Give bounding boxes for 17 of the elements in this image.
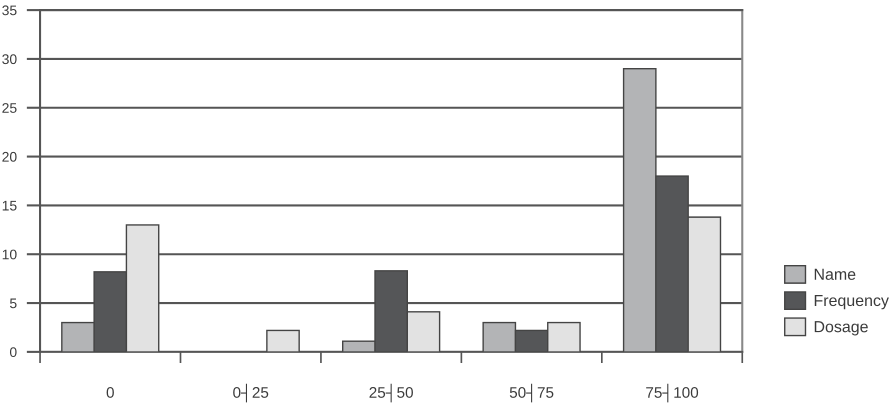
y-tick-label: 10: [2, 250, 17, 260]
x-tick-label: 0: [106, 387, 114, 398]
y-tick-label: 25: [2, 103, 17, 113]
y-tick-label: 20: [2, 152, 17, 162]
y-tick-label: 15: [2, 200, 17, 211]
x-tick-label: 50┤75: [510, 384, 554, 402]
y-tick-label: 0: [10, 347, 17, 358]
y-tick-label: 35: [2, 5, 17, 16]
legend-label: Name: [814, 268, 856, 280]
bar: [266, 330, 300, 352]
x-tick-label: 25┤50: [370, 384, 413, 402]
x-tick-label: 0┤25: [233, 384, 268, 402]
legend-label: Dosage: [814, 321, 868, 336]
y-tick-label: 30: [2, 54, 17, 64]
y-tick-label: 5: [10, 298, 17, 308]
legend-label: Frequency: [814, 294, 889, 310]
x-tick-label: 75┤100: [646, 384, 698, 402]
